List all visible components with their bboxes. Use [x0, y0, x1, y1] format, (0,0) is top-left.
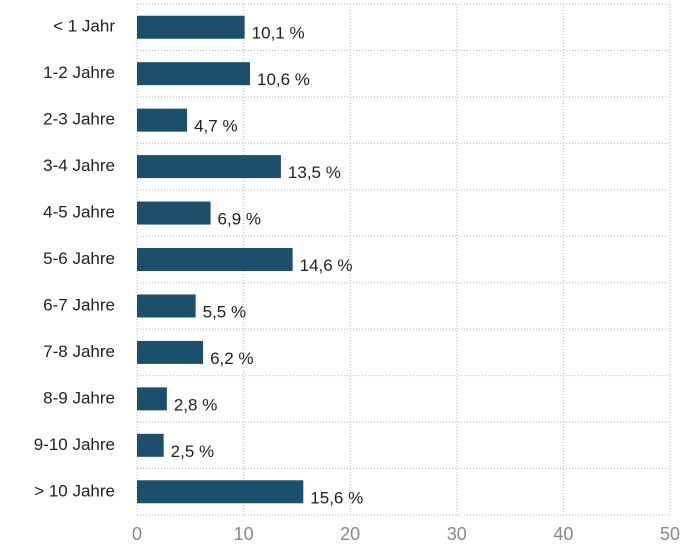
x-tick-label: 0: [132, 524, 142, 544]
y-tick-label: 7-8 Jahre: [43, 342, 115, 361]
x-tick-label: 20: [340, 524, 360, 544]
y-tick-label: 8-9 Jahre: [43, 388, 115, 407]
bar: [137, 62, 250, 86]
value-label: 13,5 %: [288, 163, 341, 182]
bar: [137, 108, 188, 132]
y-tick-label: 2-3 Jahre: [43, 110, 115, 129]
bar: [137, 201, 211, 225]
value-label: 10,1 %: [252, 24, 305, 43]
y-tick-label: > 10 Jahre: [34, 481, 115, 500]
y-tick-label: 5-6 Jahre: [43, 249, 115, 268]
bar: [137, 387, 167, 411]
bar: [137, 480, 304, 504]
y-tick-label: 6-7 Jahre: [43, 295, 115, 314]
y-tick-label: < 1 Jahr: [53, 17, 115, 36]
value-label: 2,5 %: [171, 442, 214, 461]
value-label: 2,8 %: [174, 395, 217, 414]
value-label: 10,6 %: [257, 70, 310, 89]
y-tick-label: 3-4 Jahre: [43, 156, 115, 175]
value-label: 4,7 %: [194, 117, 237, 136]
x-tick-label: 40: [553, 524, 573, 544]
y-tick-label: 4-5 Jahre: [43, 203, 115, 222]
y-tick-label: 9-10 Jahre: [34, 435, 115, 454]
value-label: 14,6 %: [300, 256, 353, 275]
value-label: 6,9 %: [218, 210, 261, 229]
bar: [137, 294, 196, 318]
value-label: 5,5 %: [203, 302, 246, 321]
x-tick-label: 30: [447, 524, 467, 544]
bar: [137, 155, 281, 179]
value-label: 6,2 %: [210, 349, 253, 368]
bar: [137, 340, 204, 364]
y-tick-label: 1-2 Jahre: [43, 63, 115, 82]
x-tick-label: 50: [660, 524, 680, 544]
value-label: 15,6 %: [310, 488, 363, 507]
bar: [137, 248, 293, 271]
x-tick-label: 10: [234, 524, 254, 544]
bar: [137, 15, 245, 39]
bar: [137, 433, 164, 457]
